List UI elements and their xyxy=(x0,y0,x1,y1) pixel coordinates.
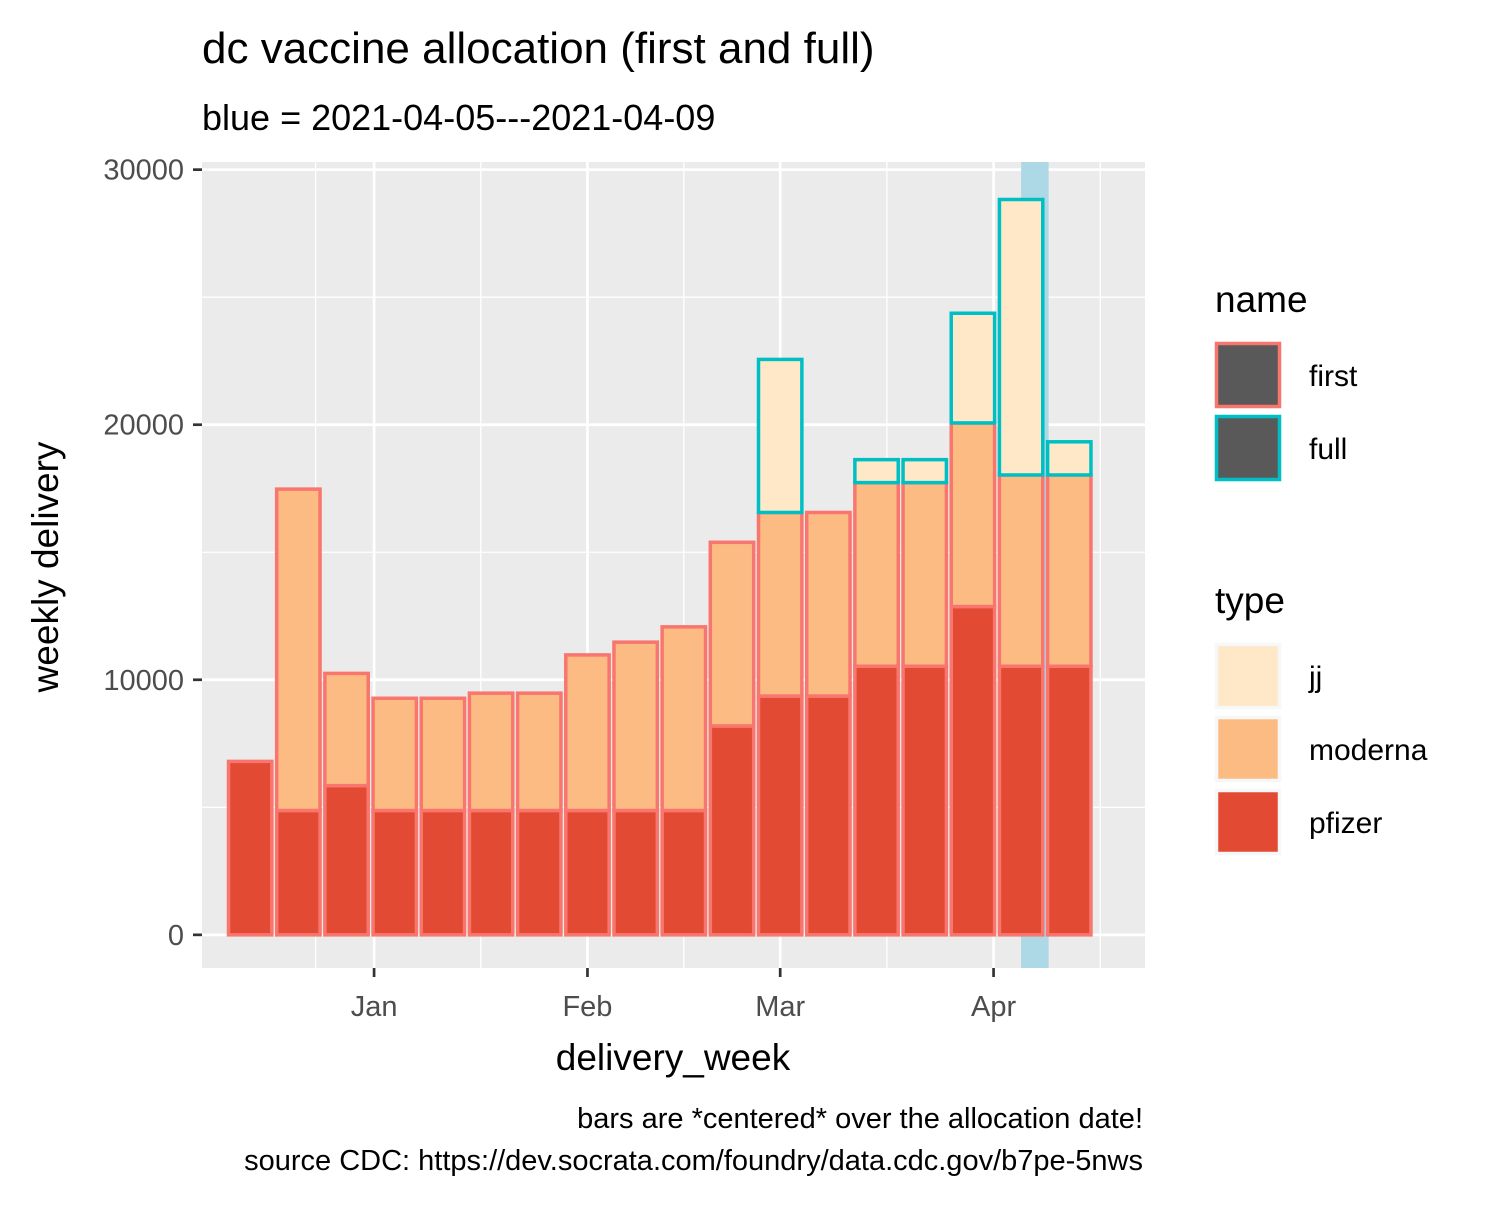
bar-first-pfizer xyxy=(708,724,756,937)
legend-key-first xyxy=(1214,341,1282,409)
legend: name first full type jj moderna pfizer xyxy=(1214,279,1428,856)
bar-first-pfizer xyxy=(756,694,804,937)
bar-first-moderna xyxy=(708,540,756,728)
y-tick-label: 20000 xyxy=(103,410,184,442)
y-tick-label: 0 xyxy=(168,920,184,952)
bar-full-jj xyxy=(853,457,900,485)
x-tick-label: Mar xyxy=(755,991,805,1023)
bar-first-moderna xyxy=(467,691,515,813)
legend-label-full: full xyxy=(1309,433,1347,466)
legend-key-pfizer xyxy=(1214,788,1282,856)
bar-first-moderna xyxy=(515,691,563,813)
x-tick-label: Jan xyxy=(351,991,398,1023)
bar-first-moderna xyxy=(1045,473,1093,669)
legend-label-pfizer: pfizer xyxy=(1309,807,1382,840)
bar-first-pfizer xyxy=(949,604,997,937)
bar-first-moderna xyxy=(323,671,370,788)
bar-first-moderna xyxy=(901,480,949,669)
bar-first-pfizer xyxy=(226,759,274,937)
y-tick-label: 30000 xyxy=(103,155,184,187)
bar-first-moderna xyxy=(564,653,611,813)
legend-key-full xyxy=(1214,414,1282,482)
bar-first-pfizer xyxy=(804,694,852,937)
bar-first-moderna xyxy=(756,510,804,698)
caption-line-1: bars are *centered* over the allocation … xyxy=(577,1103,1143,1135)
bar-first-moderna xyxy=(804,510,852,698)
chart-title: dc vaccine allocation (first and full) xyxy=(202,24,875,73)
bar-full-jj xyxy=(901,457,949,485)
axes: 0 10000 20000 30000 Jan Feb Mar Apr xyxy=(103,155,1016,1023)
bar-first-moderna xyxy=(419,696,467,813)
bar-first-moderna xyxy=(949,421,997,609)
bar-first-pfizer xyxy=(660,808,708,937)
legend-label-first: first xyxy=(1309,360,1358,393)
bar-first-pfizer xyxy=(274,808,322,937)
x-tick-label: Feb xyxy=(562,991,612,1023)
x-tick-label: Apr xyxy=(971,991,1016,1023)
bar-first-pfizer xyxy=(515,808,563,937)
x-axis-title: delivery_week xyxy=(556,1037,791,1078)
bar-first-pfizer xyxy=(323,783,370,937)
bar-first-moderna xyxy=(660,625,708,813)
bar-first-pfizer xyxy=(1045,664,1093,937)
bar-first-pfizer xyxy=(419,808,467,937)
bar-first-moderna xyxy=(371,696,419,813)
bar-full-jj xyxy=(756,357,804,515)
caption-line-2: source CDC: https://dev.socrata.com/foun… xyxy=(244,1145,1143,1177)
legend-title-name: name xyxy=(1215,279,1308,320)
bar-first-pfizer xyxy=(467,808,515,937)
bar-first-moderna xyxy=(853,480,900,669)
bar-first-pfizer xyxy=(901,664,949,937)
bar-first-pfizer xyxy=(853,664,900,937)
bar-full-jj xyxy=(949,311,997,425)
legend-title-type: type xyxy=(1215,580,1285,621)
legend-key-jj xyxy=(1214,642,1282,710)
legend-key-moderna xyxy=(1214,715,1282,783)
bar-first-moderna xyxy=(612,640,660,813)
bar-first-moderna xyxy=(274,487,322,813)
legend-label-jj: jj xyxy=(1308,661,1322,694)
legend-label-moderna: moderna xyxy=(1309,734,1428,767)
bar-first-pfizer xyxy=(997,664,1045,937)
bar-full-jj xyxy=(1045,440,1093,477)
bar-first-pfizer xyxy=(612,808,660,937)
bar-first-pfizer xyxy=(564,808,611,937)
bar-first-moderna xyxy=(997,473,1045,669)
bars xyxy=(226,197,1093,937)
bar-full-jj xyxy=(997,197,1045,477)
bar-first-pfizer xyxy=(371,808,419,937)
y-axis-title: weekly delivery xyxy=(25,441,66,693)
y-tick-label: 10000 xyxy=(103,665,184,697)
chart-subtitle: blue = 2021-04-05---2021-04-09 xyxy=(202,97,715,138)
